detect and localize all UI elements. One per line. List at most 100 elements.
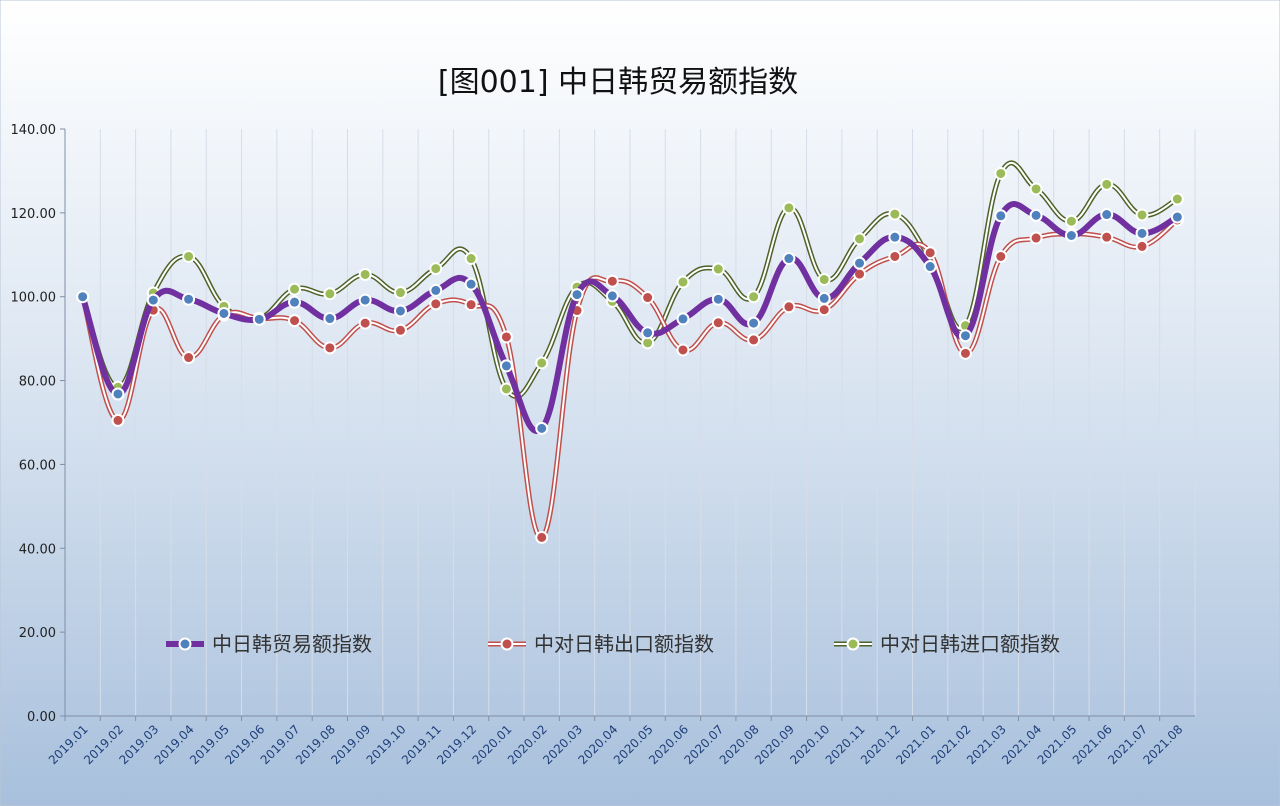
data-point	[464, 252, 478, 266]
data-point	[711, 262, 725, 276]
data-point	[535, 356, 549, 370]
data-point	[499, 330, 513, 344]
data-point	[1100, 230, 1114, 244]
data-point	[499, 382, 513, 396]
data-point	[1135, 226, 1149, 240]
data-point	[146, 293, 160, 307]
data-point	[464, 298, 478, 312]
y-tick-label: 100.00	[11, 291, 57, 306]
data-point	[323, 312, 337, 326]
data-point	[535, 530, 549, 544]
data-point	[358, 293, 372, 307]
data-point	[464, 277, 478, 291]
data-point	[288, 295, 302, 309]
y-tick-label: 60.00	[19, 458, 56, 473]
y-tick-label: 120.00	[11, 207, 57, 222]
data-point	[711, 316, 725, 330]
data-point	[429, 297, 443, 311]
y-tick-label: 40.00	[19, 542, 56, 557]
grid-lines	[64, 129, 1196, 716]
data-point	[888, 249, 902, 263]
legend-swatch-marker	[178, 637, 192, 651]
data-point	[393, 286, 407, 300]
data-point	[1029, 208, 1043, 222]
legend-swatch-marker	[500, 637, 514, 651]
legend-item: 中日韩贸易额指数	[166, 632, 372, 656]
y-tick-label: 0.00	[27, 710, 56, 725]
data-point	[393, 323, 407, 337]
data-point	[252, 312, 266, 326]
data-point	[1064, 228, 1078, 242]
data-point	[535, 421, 549, 435]
data-point	[1100, 177, 1114, 191]
data-point	[994, 166, 1008, 180]
y-tick-label: 20.00	[19, 626, 56, 641]
data-point	[323, 341, 337, 355]
series-0	[76, 201, 1184, 435]
data-point	[429, 283, 443, 297]
data-point	[958, 346, 972, 360]
data-point	[853, 232, 867, 246]
legend-label: 中对日韩进口额指数	[880, 632, 1060, 656]
data-point	[747, 290, 761, 304]
data-point	[888, 230, 902, 244]
data-point	[994, 209, 1008, 223]
data-point	[358, 316, 372, 330]
y-tick-label: 80.00	[19, 375, 56, 390]
data-point	[393, 304, 407, 318]
data-point	[429, 262, 443, 276]
data-point	[923, 246, 937, 260]
legend-swatch-marker	[846, 637, 860, 651]
legend: 中日韩贸易额指数 中对日韩出口额指数 中对日韩进口额指数	[166, 632, 1060, 656]
data-point	[817, 273, 831, 287]
data-point	[1100, 208, 1114, 222]
data-point	[782, 201, 796, 215]
data-point	[182, 351, 196, 365]
data-point	[641, 326, 655, 340]
data-point	[358, 267, 372, 281]
data-point	[676, 343, 690, 357]
data-point	[1135, 239, 1149, 253]
data-point	[641, 291, 655, 305]
data-point	[605, 274, 619, 288]
data-point	[782, 300, 796, 314]
data-point	[182, 249, 196, 263]
data-point	[994, 249, 1008, 263]
data-point	[1029, 231, 1043, 245]
data-point	[76, 290, 90, 304]
data-point	[182, 292, 196, 306]
data-point	[1170, 192, 1184, 206]
data-point	[570, 288, 584, 302]
data-point	[1170, 210, 1184, 224]
data-point	[1135, 208, 1149, 222]
data-point	[782, 252, 796, 266]
data-point	[676, 312, 690, 326]
legend-item: 中对日韩进口额指数	[834, 632, 1060, 656]
data-point	[676, 275, 690, 289]
legend-label: 中对日韩出口额指数	[534, 632, 714, 656]
data-point	[1064, 214, 1078, 228]
data-point	[711, 292, 725, 306]
series-line-inner	[81, 219, 1178, 539]
data-point	[217, 306, 231, 320]
legend-label: 中日韩贸易额指数	[212, 632, 372, 656]
data-point	[817, 291, 831, 305]
data-point	[888, 207, 902, 221]
data-point	[605, 289, 619, 303]
series-lines	[76, 160, 1184, 544]
chart-title: [图001] 中日韩贸易额指数	[438, 65, 798, 100]
data-point	[499, 359, 513, 373]
data-point	[817, 303, 831, 317]
data-point	[288, 314, 302, 328]
data-point	[323, 287, 337, 301]
data-point	[923, 260, 937, 274]
legend-item: 中对日韩出口额指数	[488, 632, 714, 656]
data-point	[747, 316, 761, 330]
data-point	[853, 256, 867, 270]
data-point	[111, 387, 125, 401]
data-point	[111, 413, 125, 427]
data-point	[747, 333, 761, 347]
